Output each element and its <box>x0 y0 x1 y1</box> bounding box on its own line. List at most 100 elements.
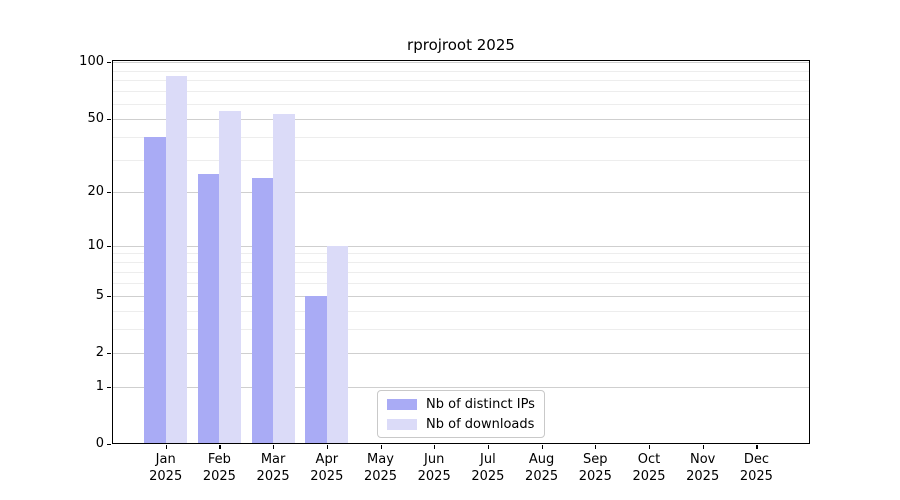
legend-entry-distinct-ips: Nb of distinct IPs <box>378 396 544 413</box>
legend-label-downloads: Nb of downloads <box>426 416 535 432</box>
gridline-minor <box>113 136 809 138</box>
gridline-minor <box>113 70 809 72</box>
x-tick-mark <box>756 444 758 449</box>
y-tick-mark <box>107 118 111 120</box>
x-tick-year: 2025 <box>632 469 666 484</box>
x-axis-tick-label: Sep 2025 <box>563 451 627 485</box>
gridline-minor <box>113 253 809 255</box>
x-axis-tick-label: Oct 2025 <box>617 451 681 485</box>
x-tick-month: Apr <box>315 452 339 467</box>
x-tick-mark <box>326 444 328 449</box>
x-tick-month: Feb <box>207 452 231 467</box>
gridline-minor <box>113 91 809 93</box>
gridline-minor <box>113 103 809 105</box>
x-tick-year: 2025 <box>525 469 559 484</box>
y-tick-mark <box>107 444 111 446</box>
gridline-major <box>113 118 809 120</box>
gridline-major <box>113 192 809 193</box>
x-axis-tick-label: Jan 2025 <box>134 451 198 485</box>
gridline-minor <box>113 80 809 82</box>
y-axis-tick-label: 2 <box>95 345 104 361</box>
x-axis-tick-label: Aug 2025 <box>510 451 574 485</box>
x-axis-tick-label: Dec 2025 <box>724 451 788 485</box>
y-axis-tick-label: 20 <box>87 184 104 199</box>
legend-swatch-distinct-ips <box>387 398 417 410</box>
x-axis-tick-label: Apr 2025 <box>295 451 359 485</box>
gridline-minor <box>113 159 809 161</box>
x-tick-month: Aug <box>528 452 555 467</box>
y-tick-mark <box>107 192 111 194</box>
x-tick-mark <box>649 444 651 449</box>
x-tick-year: 2025 <box>471 469 505 484</box>
legend: Nb of distinct IPs Nb of downloads <box>377 390 545 438</box>
x-axis-tick-label: Jul 2025 <box>456 451 520 485</box>
x-tick-mark <box>380 444 382 449</box>
bar-downloads <box>165 76 188 444</box>
gridline-minor <box>113 329 809 331</box>
x-tick-month: Sep <box>583 452 608 467</box>
x-tick-month: May <box>367 452 394 467</box>
x-tick-year: 2025 <box>202 469 236 484</box>
legend-label-distinct-ips: Nb of distinct IPs <box>426 396 535 412</box>
x-tick-year: 2025 <box>686 469 720 484</box>
bar-distinct-ips <box>197 174 220 444</box>
bar-downloads <box>219 110 241 444</box>
x-axis-tick-label: May 2025 <box>349 451 413 485</box>
x-axis-tick-label: Feb 2025 <box>187 451 251 485</box>
y-axis-tick-label: 100 <box>79 54 104 69</box>
x-axis-tick-label: Jun 2025 <box>402 451 466 485</box>
x-tick-mark <box>165 444 167 449</box>
y-tick-mark <box>107 295 111 297</box>
gridline-minor <box>113 282 809 284</box>
legend-swatch-downloads <box>387 418 417 430</box>
gridline-major <box>113 386 809 388</box>
x-tick-year: 2025 <box>149 469 183 484</box>
y-axis-tick-label: 50 <box>87 110 104 126</box>
x-tick-mark <box>541 444 543 449</box>
x-tick-mark <box>273 444 275 449</box>
y-tick-mark <box>107 353 111 355</box>
gridline-minor <box>113 310 809 312</box>
bar-distinct-ips <box>305 295 327 444</box>
x-tick-year: 2025 <box>578 469 612 484</box>
y-axis-tick-label: 10 <box>87 237 104 253</box>
x-tick-mark <box>434 444 436 449</box>
x-tick-mark <box>219 444 221 449</box>
x-tick-year: 2025 <box>417 469 451 484</box>
x-tick-month: Jan <box>155 452 176 467</box>
x-tick-month: Mar <box>260 452 286 467</box>
x-tick-year: 2025 <box>739 469 773 484</box>
bar-downloads <box>326 245 349 444</box>
x-tick-month: Dec <box>743 452 769 467</box>
x-tick-mark <box>595 444 597 449</box>
x-tick-year: 2025 <box>256 469 290 484</box>
gridline-major <box>113 295 809 297</box>
gridline-major <box>113 353 809 355</box>
x-tick-year: 2025 <box>363 469 398 484</box>
legend-entry-downloads: Nb of downloads <box>378 416 544 433</box>
y-axis-tick-label: 0 <box>95 436 104 451</box>
y-axis-tick-label: 5 <box>95 287 104 303</box>
x-tick-month: Jun <box>424 452 445 467</box>
x-tick-month: Oct <box>637 452 661 467</box>
x-tick-month: Jul <box>480 452 496 467</box>
x-axis-tick-label: Mar 2025 <box>241 451 305 485</box>
bar-distinct-ips <box>251 177 274 444</box>
y-tick-mark <box>107 62 111 64</box>
gridline-minor <box>113 262 809 264</box>
x-tick-year: 2025 <box>310 469 344 484</box>
y-axis-tick-label: 1 <box>95 378 104 394</box>
gridline-major <box>113 245 809 247</box>
gridline-major <box>113 62 809 63</box>
x-axis-tick-label: Nov 2025 <box>671 451 735 485</box>
x-tick-mark <box>702 444 704 449</box>
bar-downloads <box>273 113 295 444</box>
y-tick-mark <box>107 245 111 247</box>
gridline-minor <box>113 271 809 273</box>
bar-distinct-ips <box>144 136 166 444</box>
x-tick-month: Nov <box>690 452 716 467</box>
y-tick-mark <box>107 386 111 388</box>
x-tick-mark <box>487 444 490 449</box>
chart-title: rprojroot 2025 <box>407 36 515 54</box>
